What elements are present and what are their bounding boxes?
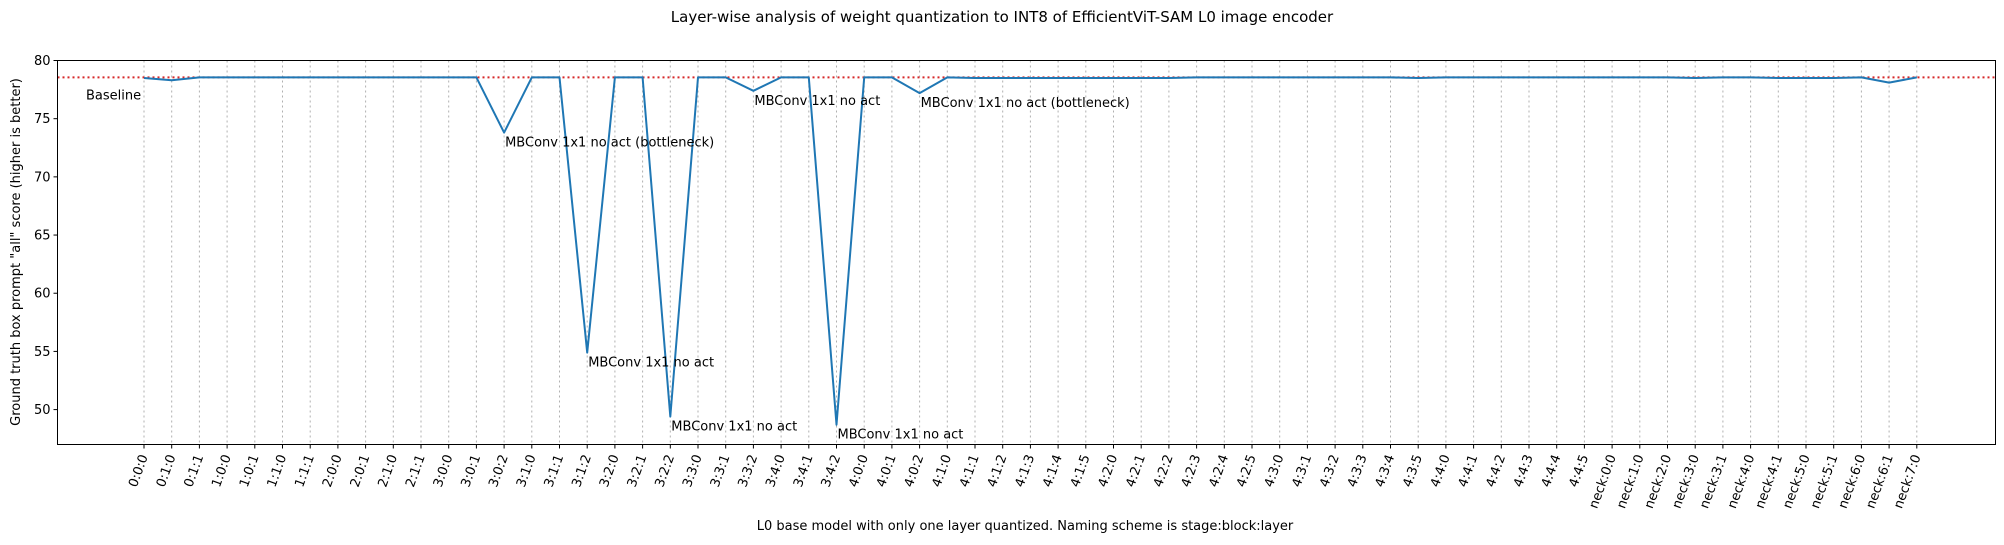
x-tick-label: 4:1:5 xyxy=(1068,453,1094,490)
x-tick-label: 4:3:4 xyxy=(1373,453,1399,490)
x-tick-label: neck:7:0 xyxy=(1891,453,1924,511)
x-tick-label: 4:2:2 xyxy=(1151,453,1177,490)
x-tick-label: 4:2:0 xyxy=(1096,453,1122,490)
x-tick-label: 3:4:1 xyxy=(791,453,817,490)
x-tick-label: 3:0:0 xyxy=(431,453,457,490)
y-tick-label: 65 xyxy=(34,229,51,244)
y-tick-label: 70 xyxy=(34,170,51,185)
x-tick-label: 1:1:1 xyxy=(292,453,318,490)
x-tick-label: 4:1:1 xyxy=(957,453,983,490)
x-tick-label: 4:3:0 xyxy=(1262,453,1288,490)
x-tick-label: 3:3:2 xyxy=(736,453,762,490)
x-tick-label: 3:4:2 xyxy=(819,453,845,490)
chart-title: Layer-wise analysis of weight quantizati… xyxy=(671,8,1334,26)
x-tick-label: 3:1:2 xyxy=(569,453,595,490)
x-tick-label: 3:0:2 xyxy=(486,453,512,490)
baseline-label: Baseline xyxy=(86,88,141,103)
x-tick-label: 0:1:0 xyxy=(154,453,180,490)
x-tick-label: 3:2:2 xyxy=(652,453,678,490)
x-axis-label: L0 base model with only one layer quanti… xyxy=(757,519,1294,534)
x-tick-label: 1:0:1 xyxy=(237,453,263,490)
x-tick-label: 4:1:4 xyxy=(1040,453,1066,490)
x-tick-label: 0:0:0 xyxy=(126,453,152,490)
grid-lines xyxy=(143,60,1918,445)
x-tick-label: 2:1:0 xyxy=(375,453,401,490)
annotation-label: MBConv 1x1 no act xyxy=(754,94,880,109)
x-tick-label: 4:0:1 xyxy=(874,453,900,490)
annotation-label: MBConv 1x1 no act xyxy=(838,428,964,443)
x-tick-label: 4:4:2 xyxy=(1483,453,1509,490)
series-line xyxy=(143,76,1917,426)
x-tick-label: 1:0:0 xyxy=(209,453,235,490)
x-tick-label: 3:1:0 xyxy=(514,453,540,490)
x-tick-label: 4:0:2 xyxy=(902,453,928,490)
x-tick-label: 3:3:0 xyxy=(680,453,706,490)
annotation-label: MBConv 1x1 no act xyxy=(588,356,714,371)
x-tick-label: 4:0:0 xyxy=(846,453,872,490)
x-tick-label: 2:1:1 xyxy=(403,453,429,490)
annotation-label: MBConv 1x1 no act (bottleneck) xyxy=(505,136,714,151)
x-tick-label: 1:1:0 xyxy=(265,453,291,490)
x-tick-label: 4:1:2 xyxy=(985,453,1011,490)
y-tick-label: 50 xyxy=(34,403,51,418)
y-axis-ticks: 50 55 60 65 70 75 80 xyxy=(34,54,58,418)
x-tick-label: 3:2:0 xyxy=(597,453,623,490)
annotation-label: MBConv 1x1 no act (bottleneck) xyxy=(921,96,1130,111)
x-tick-label: 4:2:3 xyxy=(1179,453,1205,490)
x-tick-label: 0:1:1 xyxy=(182,453,208,490)
y-tick-label: 55 xyxy=(34,345,51,360)
x-tick-label: 2:0:1 xyxy=(348,453,374,490)
x-tick-label: 3:1:1 xyxy=(542,453,568,490)
x-tick-label: 4:4:0 xyxy=(1428,453,1454,490)
y-tick-label: 75 xyxy=(34,112,51,127)
x-tick-label: 4:3:2 xyxy=(1317,453,1343,490)
y-tick-label: 80 xyxy=(34,54,51,69)
x-tick-label: 4:2:4 xyxy=(1206,453,1232,490)
x-tick-label: 4:4:4 xyxy=(1539,453,1565,490)
y-tick-label: 60 xyxy=(34,287,51,302)
x-tick-label: 4:3:1 xyxy=(1290,453,1316,490)
x-tick-label: 4:2:5 xyxy=(1234,453,1260,490)
x-tick-label: 2:0:0 xyxy=(320,453,346,490)
x-axis-ticks: 0:0:0 0:1:0 0:1:1 1:0:0 1:0:1 1:1:0 1:1:1 2:0:0… xyxy=(126,444,1925,511)
x-tick-label: 3:3:1 xyxy=(708,453,734,490)
x-tick-label: 4:3:3 xyxy=(1345,453,1371,490)
x-tick-label: 4:2:1 xyxy=(1123,453,1149,490)
x-tick-label: 3:2:1 xyxy=(625,453,651,490)
x-tick-label: 4:3:5 xyxy=(1400,453,1426,490)
annotations-group: MBConv 1x1 no act (bottleneck) MBConv 1x1… xyxy=(505,94,1130,443)
x-tick-label: 4:1:0 xyxy=(929,453,955,490)
series-group xyxy=(143,76,1917,426)
x-tick-label: 4:4:1 xyxy=(1456,453,1482,490)
x-tick-label: 4:1:3 xyxy=(1013,453,1039,490)
y-axis-label: Ground truth box prompt "all" score (hig… xyxy=(9,78,24,426)
x-tick-label: 3:4:0 xyxy=(763,453,789,490)
x-tick-label: 3:0:1 xyxy=(459,453,485,490)
x-tick-label: 4:4:5 xyxy=(1567,453,1593,490)
plot-frame xyxy=(57,60,1996,445)
annotation-label: MBConv 1x1 no act xyxy=(671,420,797,435)
x-tick-label: 4:4:3 xyxy=(1511,453,1537,490)
